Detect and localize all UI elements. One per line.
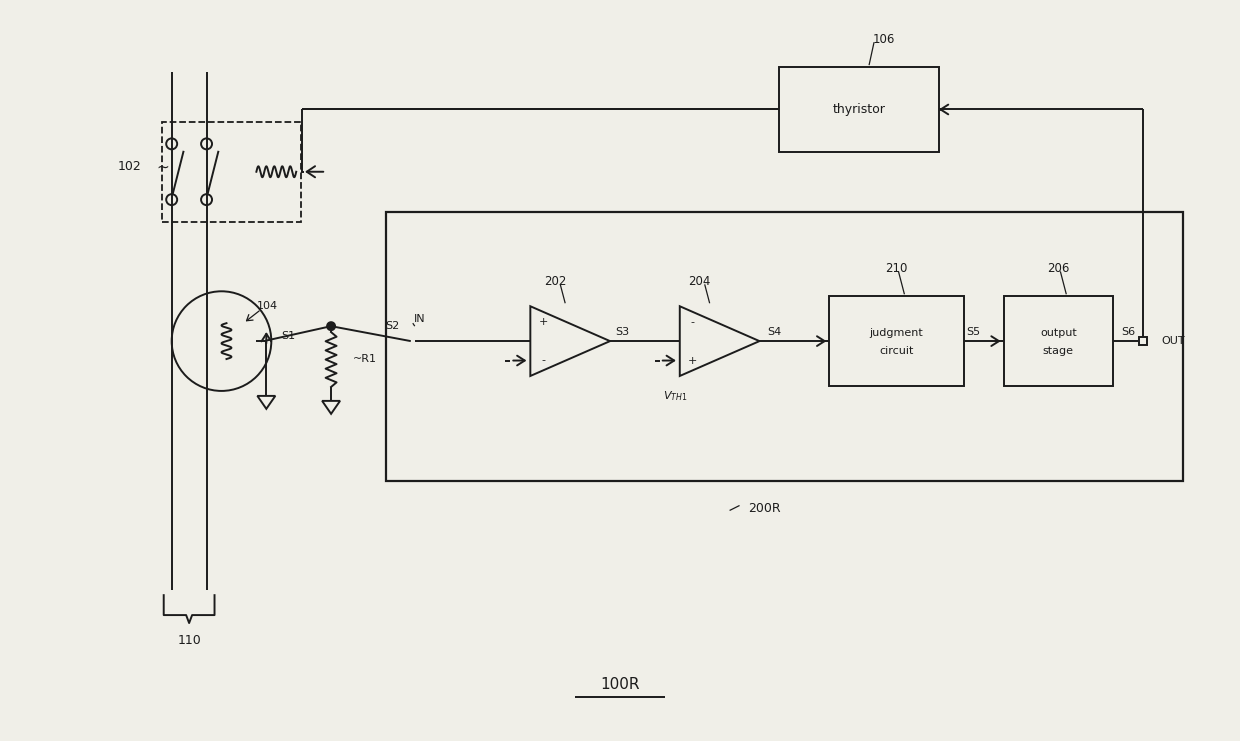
Text: OUT: OUT xyxy=(1161,336,1184,346)
Polygon shape xyxy=(680,306,759,376)
Polygon shape xyxy=(258,396,275,409)
Bar xyxy=(386,212,1183,481)
Text: stage: stage xyxy=(1043,346,1074,356)
Circle shape xyxy=(327,322,335,330)
Circle shape xyxy=(201,139,212,150)
Polygon shape xyxy=(322,401,340,413)
Bar xyxy=(830,296,963,386)
Text: 104: 104 xyxy=(257,302,278,311)
Bar xyxy=(1003,296,1114,386)
Text: S4: S4 xyxy=(768,327,781,337)
Text: 200R: 200R xyxy=(748,502,781,515)
Text: IN: IN xyxy=(414,314,425,325)
Text: circuit: circuit xyxy=(879,346,914,356)
Circle shape xyxy=(201,194,212,205)
Circle shape xyxy=(166,139,177,150)
Text: ~R1: ~R1 xyxy=(353,353,377,364)
Text: 106: 106 xyxy=(873,33,895,46)
Circle shape xyxy=(166,194,177,205)
Text: 110: 110 xyxy=(177,634,201,648)
Polygon shape xyxy=(531,306,610,376)
Text: 202: 202 xyxy=(544,275,567,288)
Text: S6: S6 xyxy=(1121,327,1135,337)
Bar xyxy=(407,337,414,345)
Text: -: - xyxy=(542,356,546,365)
Text: S5: S5 xyxy=(967,327,981,337)
Bar xyxy=(780,67,939,152)
Text: 100R: 100R xyxy=(600,677,640,692)
Bar xyxy=(1140,337,1147,345)
Circle shape xyxy=(171,291,272,391)
Text: ~: ~ xyxy=(156,159,170,174)
Text: $V_{TH1}$: $V_{TH1}$ xyxy=(662,389,687,403)
Text: output: output xyxy=(1040,328,1076,338)
Text: 206: 206 xyxy=(1047,262,1070,275)
Text: 210: 210 xyxy=(885,262,908,275)
Text: 204: 204 xyxy=(688,275,711,288)
Text: thyristor: thyristor xyxy=(833,103,885,116)
Bar xyxy=(161,122,301,222)
Text: -: - xyxy=(691,316,694,327)
Text: 102: 102 xyxy=(118,160,141,173)
Text: S1: S1 xyxy=(281,331,295,341)
Text: judgment: judgment xyxy=(869,328,924,338)
Text: +: + xyxy=(688,356,697,365)
Text: S2: S2 xyxy=(386,321,401,331)
Text: +: + xyxy=(538,316,548,327)
Text: S3: S3 xyxy=(615,327,629,337)
